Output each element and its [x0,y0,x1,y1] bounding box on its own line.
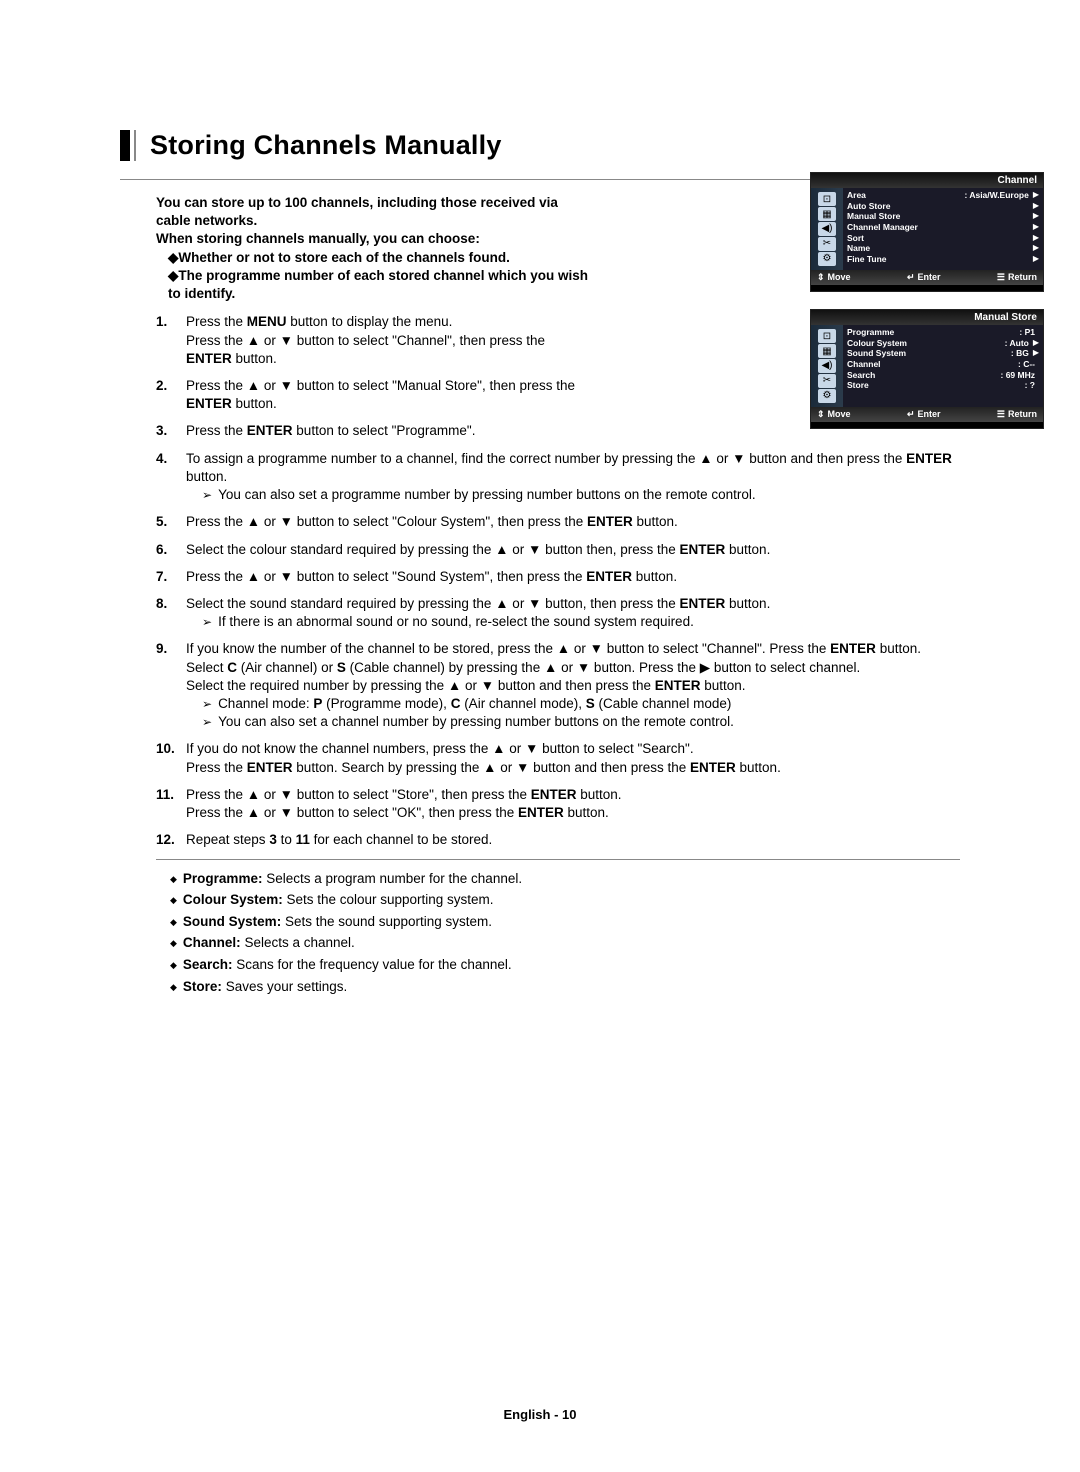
step-7: 7.Press the ▲ or ▼ button to select "Sou… [156,568,960,586]
step-4-note: You can also set a programme number by p… [202,487,756,502]
step-6: 6.Select the colour standard required by… [156,541,960,559]
intro-line1: You can store up to 100 channels, includ… [156,194,596,230]
def-search: Search: Scans for the frequency value fo… [170,954,960,976]
step-4: 4.To assign a programme number to a chan… [156,450,960,505]
step-8-note: If there is an abnormal sound or no soun… [202,614,694,629]
osd-menu-row: Sound System: BG▶ [847,348,1039,359]
osd-move-hint: Move [817,409,851,420]
def-channel: Channel: Selects a channel. [170,932,960,954]
definitions-list: Programme: Selects a program number for … [170,868,960,998]
osd-body: ⊡ ▦ ◀) ✂ ⚙ Area: Asia/W.Europe▶Auto Stor… [811,188,1043,270]
osd-menu-row: Fine Tune▶ [847,254,1039,265]
def-sound: Sound System: Sets the sound supporting … [170,911,960,933]
osd-menu-items: Area: Asia/W.Europe▶Auto Store▶Manual St… [843,188,1043,270]
step-10: 10.If you do not know the channel number… [156,740,960,776]
osd-return-hint: Return [997,409,1037,420]
osd-menu-row: Auto Store▶ [847,201,1039,212]
page-footer: English - 10 [0,1407,1080,1422]
scissors-icon: ✂ [818,374,836,388]
def-colour: Colour System: Sets the colour supportin… [170,889,960,911]
title-inner: Storing Channels Manually [134,130,502,161]
step-11: 11.Press the ▲ or ▼ button to select "St… [156,786,960,822]
grid-icon: ▦ [818,207,836,221]
intro-line2: When storing channels manually, you can … [156,230,596,248]
osd-enter-hint: Enter [907,272,941,283]
osd-footer: Move Enter Return [811,270,1043,285]
intro-bullet2: ◆The programme number of each stored cha… [168,267,596,303]
osd-menu-row: Channel: C-- [847,359,1039,370]
gear-icon: ⚙ [818,252,836,266]
osd-title: Manual Store [811,310,1043,325]
osd-menu-row: Search: 69 MHz [847,370,1039,381]
osd-enter-hint: Enter [907,409,941,420]
osd-manual-store-menu: Manual Store ⊡ ▦ ◀) ✂ ⚙ Programme: P1Col… [810,309,1044,429]
osd-menu-row: Colour System: Auto▶ [847,338,1039,349]
title-container: Storing Channels Manually [120,130,960,161]
osd-menu-row: Manual Store▶ [847,211,1039,222]
gear-icon: ⚙ [818,389,836,403]
grid-icon: ▦ [818,344,836,358]
osd-menu-items: Programme: P1Colour System: Auto▶Sound S… [843,325,1043,407]
step-12: 12.Repeat steps 3 to 11 for each channel… [156,831,960,849]
picture-icon: ⊡ [818,192,836,206]
def-programme: Programme: Selects a program number for … [170,868,960,890]
intro-block: You can store up to 100 channels, includ… [156,194,596,303]
osd-body: ⊡ ▦ ◀) ✂ ⚙ Programme: P1Colour System: A… [811,325,1043,407]
def-store: Store: Saves your settings. [170,976,960,998]
osd-menu-row: Store: ? [847,380,1039,391]
osd-menu-row: Name▶ [847,243,1039,254]
divider-mid [156,859,960,860]
step-9-note2: You can also set a channel number by pre… [202,714,734,729]
page-title: Storing Channels Manually [150,130,502,161]
picture-icon: ⊡ [818,329,836,343]
osd-title: Channel [811,173,1043,188]
intro-bullet1: ◆Whether or not to store each of the cha… [168,249,596,267]
osd-icon-column: ⊡ ▦ ◀) ✂ ⚙ [811,325,843,407]
step-5: 5.Press the ▲ or ▼ button to select "Col… [156,513,960,531]
osd-footer: Move Enter Return [811,407,1043,422]
osd-move-hint: Move [817,272,851,283]
osd-channel-menu: Channel ⊡ ▦ ◀) ✂ ⚙ Area: Asia/W.Europe▶A… [810,172,1044,292]
scissors-icon: ✂ [818,237,836,251]
osd-menu-row: Channel Manager▶ [847,222,1039,233]
sound-icon: ◀) [818,359,836,373]
step-9: 9.If you know the number of the channel … [156,640,960,731]
sound-icon: ◀) [818,222,836,236]
step-8: 8.Select the sound standard required by … [156,595,960,631]
osd-icon-column: ⊡ ▦ ◀) ✂ ⚙ [811,188,843,270]
osd-return-hint: Return [997,272,1037,283]
step-9-note1: Channel mode: P (Programme mode), C (Air… [202,696,731,711]
osd-menu-row: Area: Asia/W.Europe▶ [847,190,1039,201]
osd-menu-row: Sort▶ [847,233,1039,244]
osd-menu-row: Programme: P1 [847,327,1039,338]
